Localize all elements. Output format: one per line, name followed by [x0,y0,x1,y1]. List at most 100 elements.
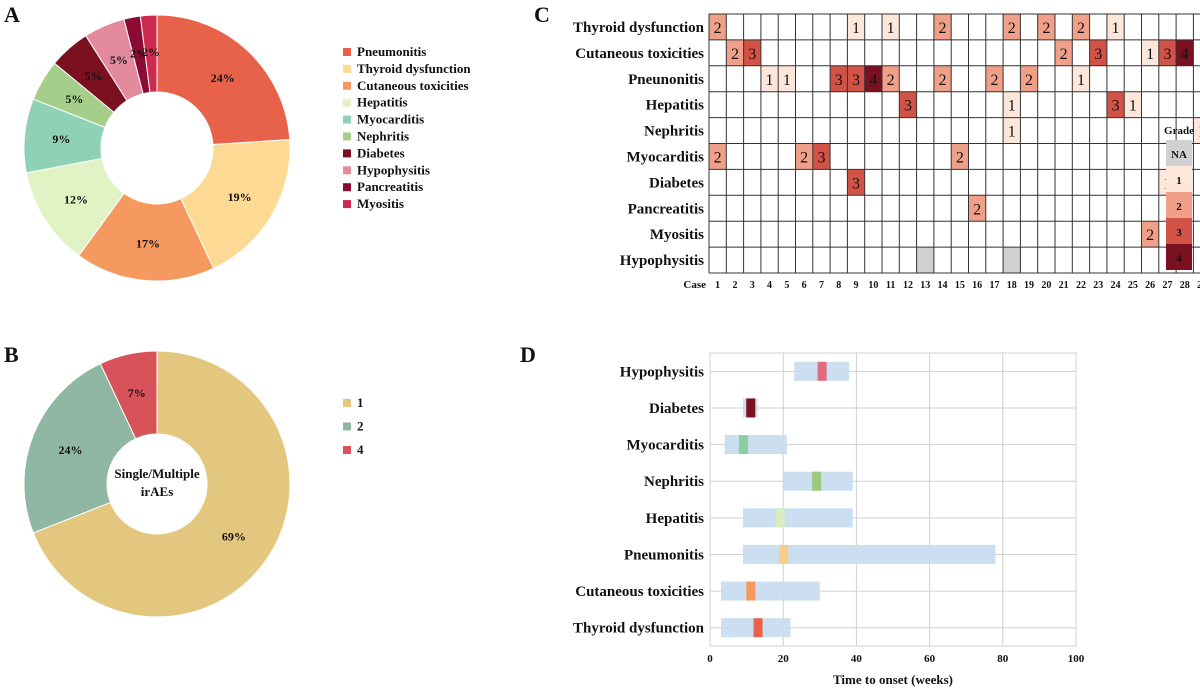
heatmap-cell-value: 3 [748,46,756,63]
heatmap-column-label: 2 [732,280,737,291]
panel-label-a: A [4,2,20,27]
heatmap-cell-value: 3 [904,98,912,115]
heatmap-x-title: Case [683,279,706,291]
heatmap-cell [916,247,934,273]
heatmap-cell-value: 4 [869,72,877,89]
heatmap-cell [1089,39,1107,66]
heatmap-cell [830,65,848,92]
heatmap-cell [1158,39,1177,66]
heatmap-row-label: Hypophysitis [620,253,704,269]
legend-swatch [343,422,351,431]
legend-swatch [343,98,351,107]
slice-value-label: 5% [85,69,103,83]
x-tick-label: 20 [778,653,790,665]
heatmap-cell [864,65,882,92]
heatmap-row-label: Pancreatitis [628,201,705,217]
heatmap-cell-value: 2 [939,72,947,89]
heatmap-column-label: 21 [1059,280,1069,291]
grade-legend-swatch [1166,244,1192,270]
heatmap-cell-value: 2 [1008,20,1016,37]
heatmap-column-label: 3 [750,280,755,291]
onset-range-bar [742,508,853,528]
grade-legend-label: 3 [1176,227,1182,239]
slice-value-label: 24% [211,71,235,85]
onset-median-marker [817,361,827,381]
heatmap-cell-value: 2 [990,72,998,89]
legend-label: 1 [357,395,364,410]
heatmap-cell [933,65,952,92]
legend-label: Myocarditis [357,112,424,127]
heatmap-cell-value: 3 [852,175,860,192]
legend-label: Myositis [357,196,404,211]
heatmap-cell [847,169,865,196]
panel-label-d: D [520,342,536,367]
heatmap-cell-value: 3 [1163,46,1171,63]
heatmap-cell [1003,247,1021,273]
range-chart-time-to-onset: 0 20 40 60 80 100 Hypophysitis Diabetes Myocardi… [573,352,1085,687]
legend-label: Nephritis [357,129,409,144]
heatmap-cell-value: 2 [956,149,964,166]
heatmap-cell-value: 3 [1094,46,1102,63]
heatmap-row-label: Myocarditis [627,149,705,165]
category-label: Diabetes [649,401,704,417]
heatmap-cell [760,65,779,92]
heatmap-column-label: 4 [767,280,772,291]
heatmap-column-label: 16 [972,280,982,291]
heatmap-column-label: 15 [955,280,965,291]
heatmap-cell [968,195,986,222]
legend-swatch [343,183,351,192]
heatmap-cell [1020,65,1038,92]
legend-swatch [343,399,351,407]
heatmap-column-label: 13 [920,280,930,291]
heatmap-cell [709,14,727,40]
heatmap-column-label: 20 [1041,280,1051,291]
slice-value-label: 19% [228,190,252,204]
heatmap-cell [709,143,727,170]
slice-value-label: 17% [136,237,160,251]
heatmap-cell-value: 2 [714,149,722,166]
grade-legend-swatch [1166,192,1192,218]
slice-value-label: 7% [128,386,146,400]
legend-swatch [343,200,351,209]
legend-swatch [343,446,351,454]
heatmap-cell-value: 2 [1060,46,1068,63]
heatmap-row-label: Pneunonitis [628,72,704,88]
slice-value-label: 5% [110,53,128,67]
heatmap-cell-value: 1 [1112,20,1120,37]
slice-value-label: 69% [222,529,246,543]
legend-label: 4 [357,442,364,457]
heatmap-cell [1106,91,1125,118]
legend-label: 2 [357,419,364,434]
donut-slice [180,139,291,270]
heatmap-cell-value: 1 [887,20,895,37]
heatmap-cell [795,143,813,170]
heatmap-cell-value: 1 [766,72,774,89]
legend-swatch [343,149,351,158]
heatmap-cell-value: 1 [1198,124,1200,141]
heatmap-cell-value: 1 [1146,46,1154,63]
heatmap-column-label: 1 [715,280,720,291]
heatmap-cell-value: 3 [1112,98,1120,115]
heatmap-cell [726,39,744,66]
onset-median-marker [775,508,785,528]
heatmap-cell [847,65,865,92]
x-tick-label: 0 [707,653,713,665]
grade-legend-label: 2 [1176,201,1182,213]
grade-legend-swatch [1166,166,1192,192]
slice-value-label: 24% [59,443,83,457]
donut-chart-single-multiple: 69% 24% 7% Single/Multiple irAEs 1 2 4 [23,350,364,618]
heatmap-cell-value: 2 [731,46,739,63]
x-tick-label: 60 [924,653,936,665]
grade-legend-swatch [1166,140,1192,166]
heatmap-cell [847,14,865,40]
heatmap-column-label: 17 [989,280,999,291]
heatmap-column-label: 5 [784,280,789,291]
onset-median-marker [779,544,789,564]
heatmap-cell [985,65,1004,92]
x-axis-title: Time to onset (weeks) [833,672,953,687]
heatmap-row-label: Thyroid dysfunction [573,20,705,36]
x-tick-label: 80 [997,653,1009,665]
slice-value-label: 12% [64,192,88,206]
heatmap-cell [812,143,831,170]
onset-range-bar [720,581,820,601]
